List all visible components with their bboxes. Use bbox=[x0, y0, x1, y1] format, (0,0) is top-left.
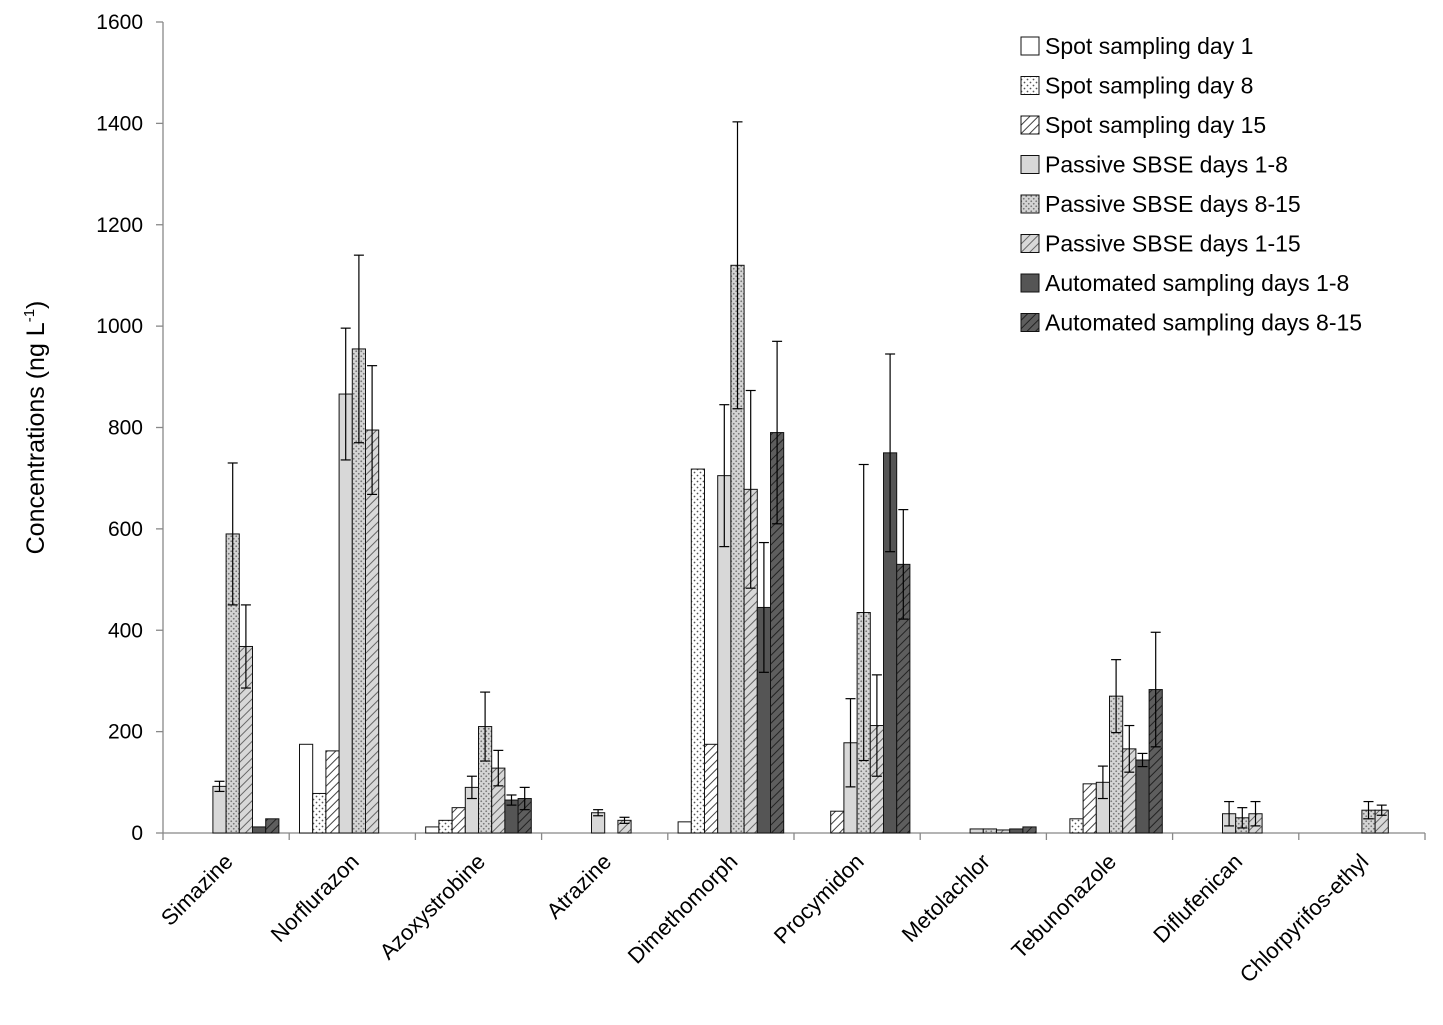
bar bbox=[1082, 783, 1097, 834]
bar bbox=[690, 468, 705, 834]
legend-label: Spot sampling day 15 bbox=[1045, 112, 1266, 138]
bar bbox=[1135, 759, 1150, 834]
bar bbox=[325, 750, 340, 834]
legend-swatch bbox=[1020, 313, 1040, 332]
legend-swatch bbox=[1020, 273, 1040, 293]
bar bbox=[677, 821, 692, 834]
bar bbox=[1069, 818, 1084, 834]
legend-label: Spot sampling day 1 bbox=[1045, 33, 1253, 59]
legend: Spot sampling day 1 Spot sampling day 8 Sp… bbox=[1020, 33, 1362, 336]
legend-swatch bbox=[1020, 155, 1040, 174]
bar bbox=[299, 743, 314, 834]
error-bars bbox=[214, 121, 1387, 829]
y-tick-label: 1000 bbox=[96, 315, 143, 338]
bar bbox=[312, 792, 327, 834]
legend-label: Spot sampling day 8 bbox=[1045, 73, 1253, 99]
legend-label: Passive SBSE days 8-15 bbox=[1045, 191, 1301, 217]
category-label: Diflufenican bbox=[1148, 849, 1247, 948]
bar bbox=[425, 826, 440, 834]
legend-swatch bbox=[1020, 115, 1040, 135]
category-label: Simazine bbox=[156, 849, 238, 931]
category-label: Chlorpyrifos-ethyl bbox=[1235, 849, 1374, 988]
bar bbox=[830, 810, 845, 834]
category-label: Azoxystrobine bbox=[375, 849, 490, 964]
bar bbox=[1022, 826, 1037, 834]
bars bbox=[212, 264, 1389, 834]
category-label: Dimethomorph bbox=[623, 849, 743, 969]
y-tick-label: 200 bbox=[108, 721, 143, 744]
legend-label: Passive SBSE days 1-8 bbox=[1045, 152, 1288, 178]
category-label: Atrazine bbox=[541, 849, 616, 924]
category-label: Tebunonazole bbox=[1006, 849, 1121, 964]
legend-swatch bbox=[1020, 234, 1040, 253]
y-axis-title: Concentrations (ng L-1) bbox=[21, 301, 50, 555]
bar bbox=[969, 828, 984, 834]
bar bbox=[451, 807, 466, 834]
y-tick-label: 1600 bbox=[96, 11, 143, 34]
legend-swatch bbox=[1020, 36, 1040, 56]
bar bbox=[212, 785, 227, 834]
y-tick-label: 800 bbox=[108, 417, 143, 440]
bar bbox=[265, 818, 280, 834]
bar bbox=[438, 819, 453, 834]
category-label: Procymidon bbox=[769, 849, 869, 949]
bar bbox=[982, 828, 997, 834]
legend-swatch bbox=[1020, 194, 1040, 214]
legend-label: Automated sampling days 8-15 bbox=[1045, 310, 1362, 336]
y-tick-label: 1400 bbox=[96, 112, 143, 135]
y-tick-label: 0 bbox=[131, 822, 143, 845]
bar bbox=[1009, 828, 1024, 834]
legend-label: Automated sampling days 1-8 bbox=[1045, 270, 1349, 296]
bar bbox=[252, 826, 267, 834]
bar bbox=[996, 829, 1011, 834]
y-tick-label: 1200 bbox=[96, 214, 143, 237]
legend-label: Passive SBSE days 1-15 bbox=[1045, 231, 1301, 257]
y-tick-label: 600 bbox=[108, 518, 143, 541]
bar bbox=[704, 743, 719, 834]
category-label: Metolachlor bbox=[897, 849, 995, 947]
y-tick-label: 400 bbox=[108, 619, 143, 642]
category-label: Norflurazon bbox=[266, 849, 364, 947]
legend-swatch bbox=[1020, 76, 1040, 95]
